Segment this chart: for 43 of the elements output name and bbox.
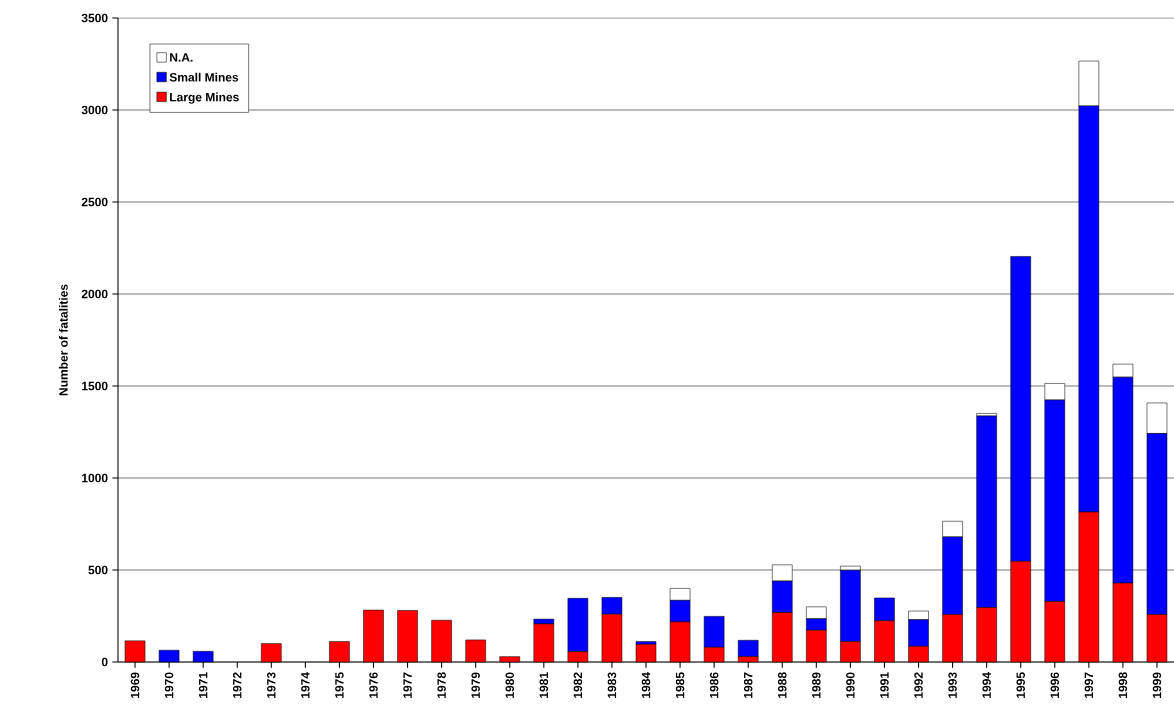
y-tick-label: 500 [88,565,108,575]
y-tick-label: 2000 [81,289,108,299]
x-tick-label: 1980 [505,672,514,698]
legend-label: Large Mines [170,92,239,104]
x-tick-label: 1979 [471,672,480,698]
x-tick-label: 1976 [369,672,378,698]
x-tick-label: 1987 [743,672,753,698]
x-tick-label: 1986 [709,672,719,698]
y-tick-label: 1000 [82,473,108,483]
x-tick-label: 1972 [232,672,242,698]
legend-label: N.A. [170,53,193,62]
y-tick-label: 3000 [81,105,108,115]
x-tick-label: 1993 [948,672,957,698]
x-tick-label: 1971 [198,672,208,698]
x-tick-label: 1975 [335,672,344,698]
x-tick-label: 1990 [846,672,855,698]
x-tick-label: 1974 [301,672,310,698]
x-tick-label: 1989 [812,672,821,698]
legend-label: Small Mines [169,72,239,82]
x-tick-label: 1991 [880,672,889,698]
x-tick-label: 1973 [267,672,276,698]
x-tick-label: 1977 [403,672,412,698]
x-tick-label: 1997 [1084,672,1094,698]
x-tick-label: 1995 [1016,672,1025,698]
x-tick-label: 1969 [130,672,140,698]
x-tick-label: 1983 [607,672,617,698]
y-tick-label: 1500 [82,381,108,391]
y-tick-label: 2500 [81,197,108,207]
x-tick-label: 1996 [1050,672,1060,698]
x-tick-label: 1984 [641,672,651,698]
x-tick-label: 1981 [539,672,549,698]
x-tick-label: 1970 [164,672,174,698]
x-tick-label: 1985 [675,672,685,698]
x-tick-label: 1994 [982,672,991,698]
x-tick-label: 1999 [1152,672,1162,698]
x-tick-label: 1978 [437,672,446,698]
y-axis-title: Number of fatalities [58,284,68,396]
y-tick-label: 3500 [81,13,108,23]
x-tick-label: 1998 [1118,672,1128,698]
x-tick-label: 1988 [778,672,787,698]
y-tick-label: 0 [101,657,108,667]
x-tick-label: 1992 [914,672,923,698]
x-tick-label: 1982 [573,672,583,698]
